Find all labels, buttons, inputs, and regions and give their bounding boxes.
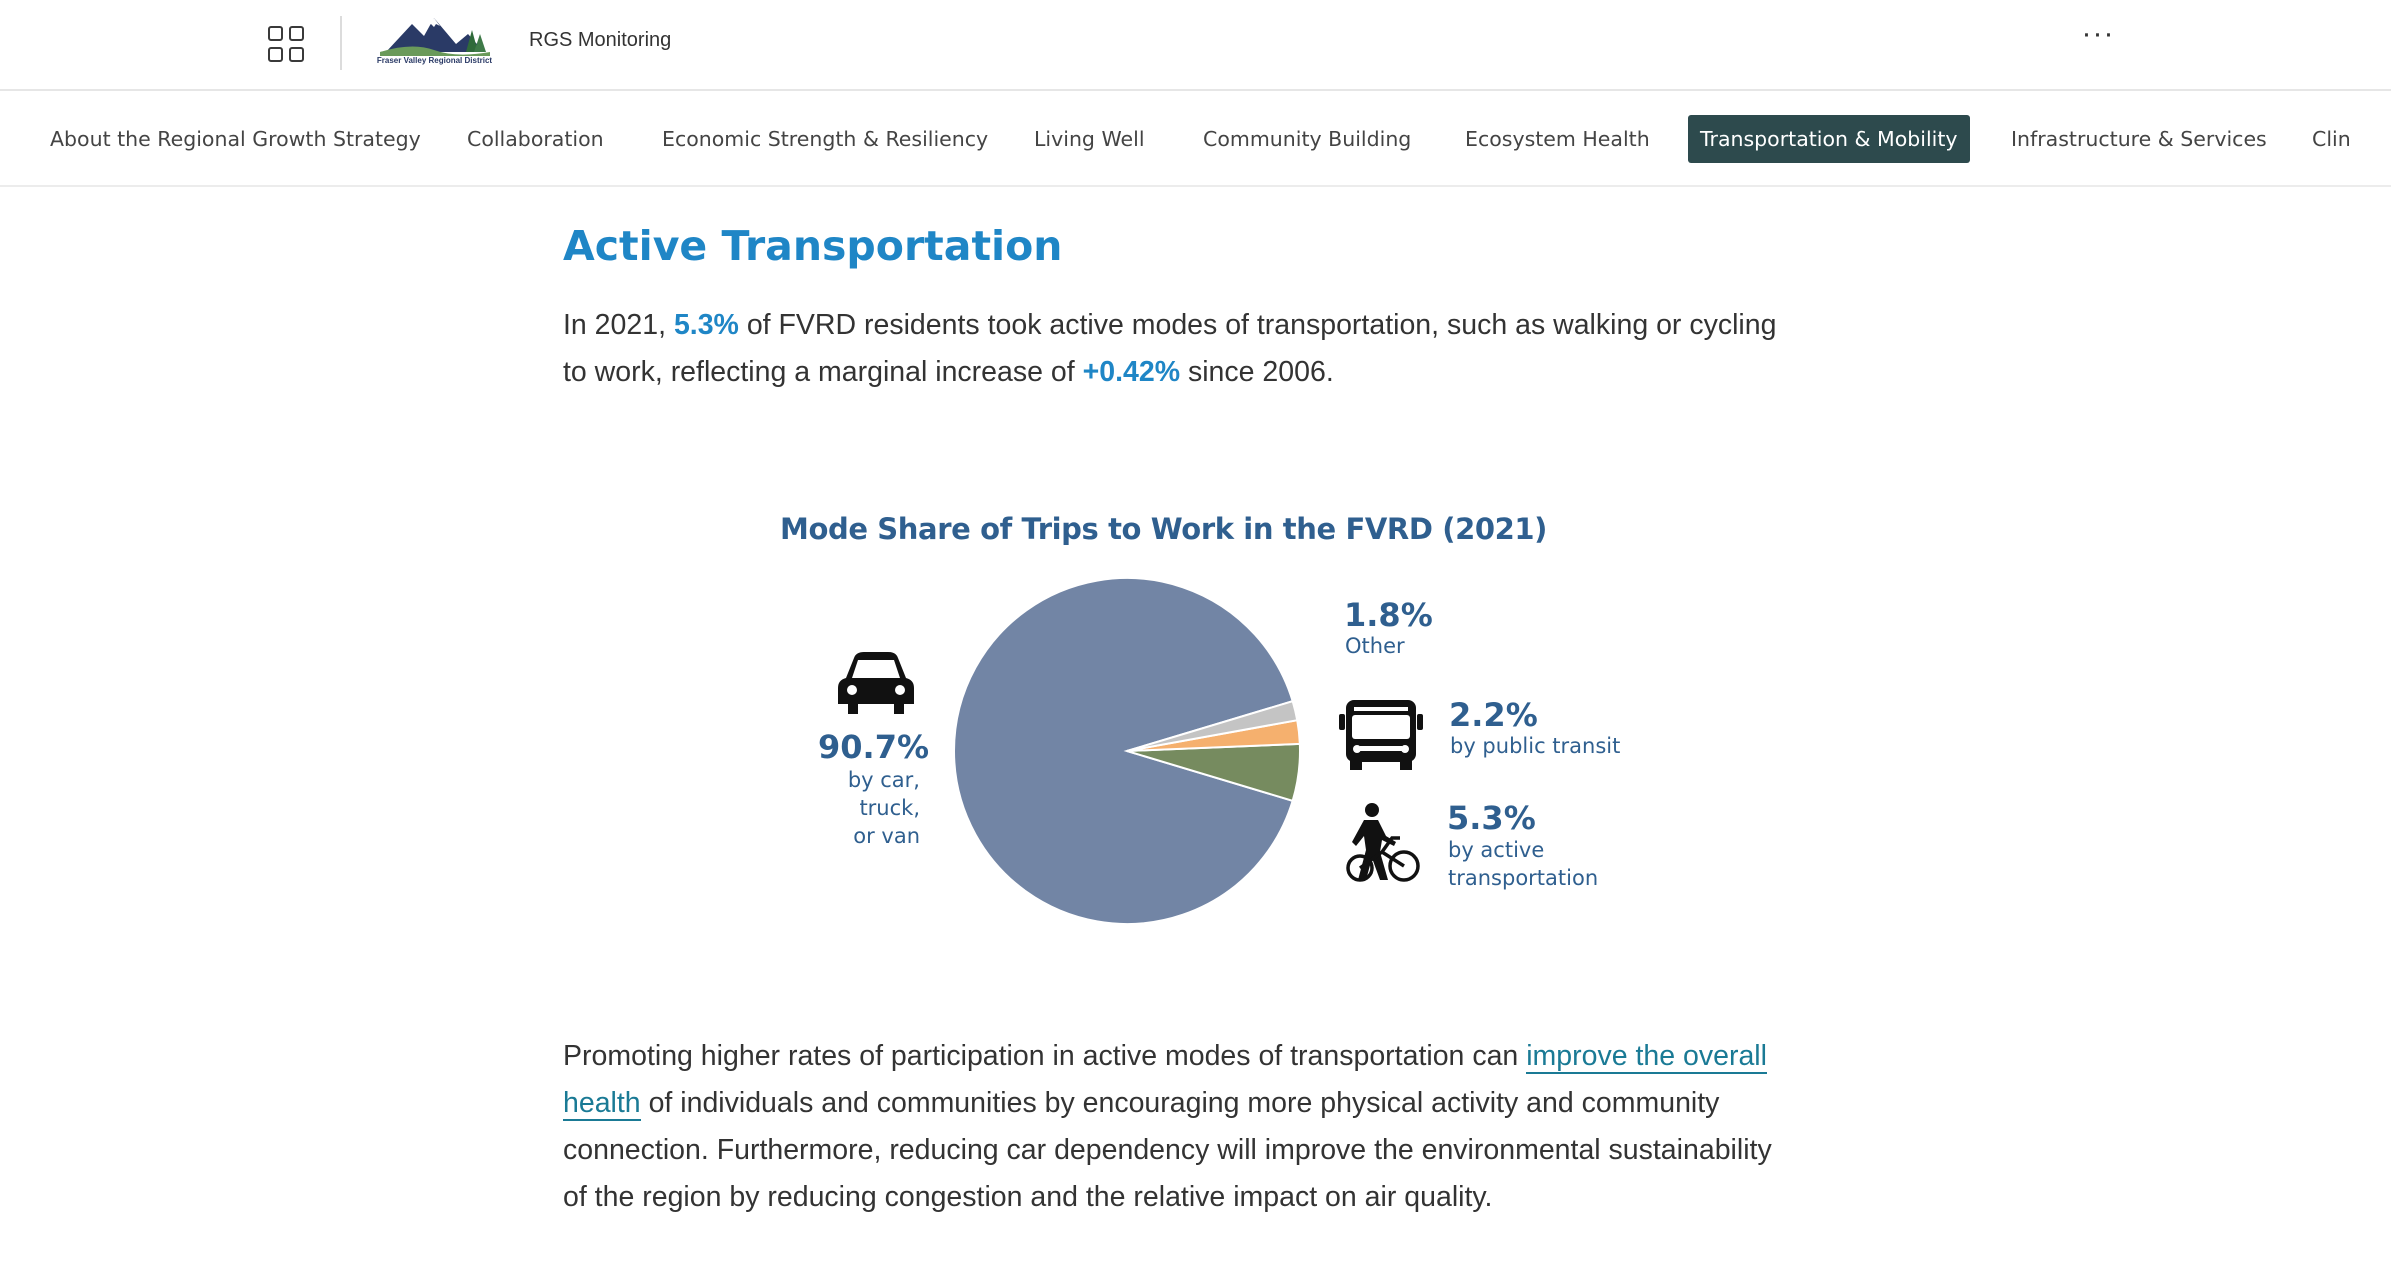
car-label-line: truck, [859, 796, 920, 820]
transit-percentage: 2.2% [1449, 696, 1538, 734]
logo-text: Fraser Valley Regional District [376, 56, 493, 65]
intro-text: since 2006. [1180, 356, 1334, 388]
car-percentage: 90.7% [818, 728, 930, 766]
health-link[interactable]: improve the overall health [563, 1040, 1767, 1121]
fvrd-logo[interactable]: Fraser Valley Regional District [372, 12, 497, 70]
nav-item-infrastructure-services[interactable]: Infrastructure & Services [2011, 127, 2267, 151]
intro-text: In 2021, [563, 309, 674, 341]
car-label-line: or van [853, 824, 920, 848]
transit-label: by public transit [1450, 734, 1621, 758]
body-text: Promoting higher rates of participation … [563, 1040, 1527, 1072]
chart-title: Mode Share of Trips to Work in the FVRD … [780, 512, 1548, 546]
top-header: Fraser Valley Regional District RGS Moni… [0, 0, 2391, 91]
mountain-logo-icon [380, 18, 490, 56]
active-label-line: transportation [1448, 866, 1599, 890]
car-label: by car, truck, or van [800, 766, 920, 850]
body-text: of individuals and communities by encour… [563, 1087, 1772, 1213]
pie-chart [953, 577, 1301, 925]
pie-slice-car [953, 577, 1294, 925]
car-label-line: by car, [847, 768, 920, 792]
car-icon [838, 652, 914, 714]
body-paragraph: Promoting higher rates of participation … [563, 1033, 1803, 1221]
pie-slice-other [1126, 699, 1299, 752]
mode-share-chart: Mode Share of Trips to Work in the FVRD … [780, 500, 1680, 940]
nav-item-living-well[interactable]: Living Well [1034, 127, 1145, 151]
nav-item-about[interactable]: About the Regional Growth Strategy [50, 127, 421, 151]
active-percentage: 5.3% [1447, 799, 1536, 837]
section-title: Active Transportation [563, 222, 1063, 270]
more-options-icon[interactable]: ··· [2081, 17, 2115, 50]
intro-highlight-share: 5.3% [673, 309, 739, 341]
other-label: Other [1345, 634, 1405, 658]
intro-text: of FVRD residents took active modes of t… [563, 309, 1777, 388]
bus-icon [1339, 700, 1423, 770]
nav-item-ecosystem-health[interactable]: Ecosystem Health [1465, 127, 1650, 151]
section-navigation: About the Regional Growth Strategy Colla… [0, 93, 2391, 187]
nav-item-collaboration[interactable]: Collaboration [467, 127, 604, 151]
site-title[interactable]: RGS Monitoring [529, 29, 672, 51]
intro-paragraph: In 2021, 5.3% of FVRD residents took act… [563, 302, 1803, 396]
nav-item-economic-strength[interactable]: Economic Strength & Resiliency [662, 127, 989, 151]
pedestrian-bicycle-icon [1346, 803, 1420, 882]
header-divider [340, 16, 342, 70]
active-label-line: by active [1448, 838, 1545, 862]
other-percentage: 1.8% [1344, 596, 1433, 634]
nav-item-climate[interactable]: Clin [2312, 127, 2351, 151]
intro-highlight-increase: +0.42% [1082, 356, 1181, 388]
nav-item-community-building[interactable]: Community Building [1203, 127, 1412, 151]
nav-item-transportation-mobility[interactable]: Transportation & Mobility [1688, 115, 1970, 163]
app-launcher-icon[interactable] [268, 26, 304, 62]
active-label: by active transportation [1448, 836, 1598, 892]
